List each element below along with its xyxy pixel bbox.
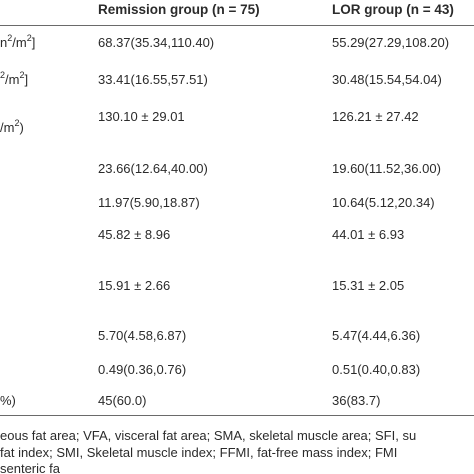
remission-value: 45(60.0) (98, 393, 147, 408)
table-bottom-rule (0, 415, 474, 416)
lor-value: 15.31 ± 2.05 (332, 278, 405, 293)
lor-value: 0.51(0.40,0.83) (332, 362, 421, 377)
header-lor-group: LOR group (n = 43) (332, 2, 454, 17)
lor-value: 10.64(5.12,20.34) (332, 195, 435, 210)
remission-value: 23.66(12.64,40.00) (98, 161, 208, 176)
remission-value: 33.41(16.55,57.51) (98, 72, 208, 87)
row-label: 2/m2] (0, 69, 29, 87)
remission-value: 130.10 ± 29.01 (98, 109, 185, 124)
remission-value: 5.70(4.58,6.87) (98, 328, 187, 343)
lor-value: 126.21 ± 27.42 (332, 109, 419, 124)
row-label: n2/m2] (0, 32, 36, 50)
footnote-line: fat index; SMI, Skeletal muscle index; F… (0, 445, 398, 460)
lor-value: 44.01 ± 6.93 (332, 227, 405, 242)
header-remission-group: Remission group (n = 75) (98, 2, 260, 17)
remission-value: 45.82 ± 8.96 (98, 227, 171, 242)
remission-value: 0.49(0.36,0.76) (98, 362, 187, 377)
row-label: %) (0, 393, 16, 408)
footnote-line: eous fat area; VFA, visceral fat area; S… (0, 428, 417, 443)
lor-value: 19.60(11.52,36.00) (332, 161, 441, 176)
row-label: /m2) (0, 117, 24, 135)
remission-value: 15.91 ± 2.66 (98, 278, 171, 293)
lor-value: 55.29(27.29,108.20) (332, 35, 450, 50)
lor-value: 30.48(15.54,54.04) (332, 72, 442, 87)
header-divider (0, 25, 474, 26)
lor-value: 5.47(4.44,6.36) (332, 328, 421, 343)
remission-value: 11.97(5.90,18.87) (98, 195, 200, 210)
footnote-line: senteric fa (0, 461, 60, 474)
remission-value: 68.37(35.34,110.40) (98, 35, 215, 50)
lor-value: 36(83.7) (332, 393, 381, 408)
